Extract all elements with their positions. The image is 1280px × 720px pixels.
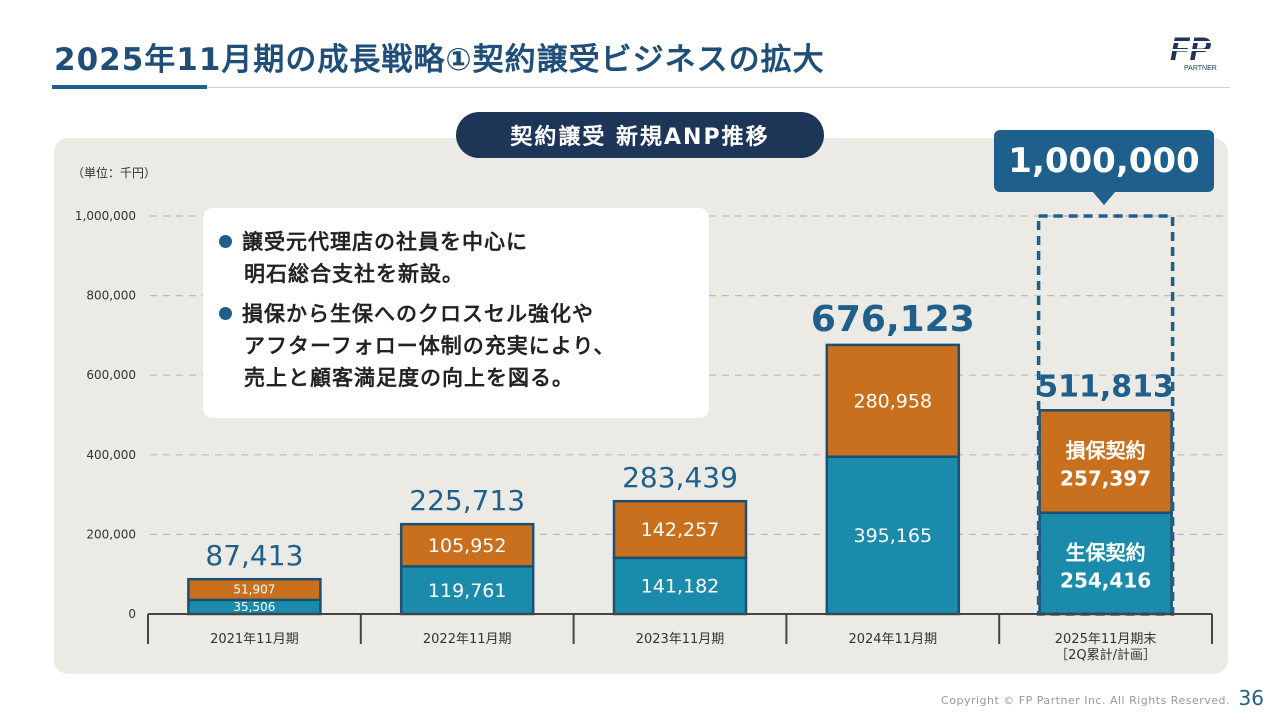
segment-name-nonlife: 損保契約	[1066, 439, 1146, 463]
bullet-item: 損保から生保へのクロスセル強化や アフターフォロー体制の充実により、 売上と顧客…	[219, 298, 615, 394]
title-divider	[52, 87, 1230, 88]
bullet-item: 譲受元代理店の社員を中心に 明石総合支社を新設。	[219, 226, 528, 290]
callout-box: 譲受元代理店の社員を中心に 明石総合支社を新設。 損保から生保へのクロスセル強化…	[203, 208, 709, 418]
data-label-life: 141,182	[641, 576, 720, 598]
bar-nonlife-insurance	[612, 499, 748, 560]
data-label-life: 395,165	[854, 525, 933, 547]
bullet-text: 明石総合支社を新設。	[244, 262, 464, 286]
page-number: 36	[1238, 686, 1264, 710]
units-label: （単位：千円）	[72, 166, 157, 180]
bar-nonlife-insurance	[825, 343, 961, 458]
bullet-text: 譲受元代理店の社員を中心に	[242, 230, 528, 254]
bar-nonlife-insurance	[399, 522, 535, 568]
total-label: 283,439	[622, 461, 738, 494]
bar-life-insurance	[825, 455, 961, 616]
data-label-nonlife: 257,397	[1060, 467, 1151, 491]
y-tick-label: 400,000	[86, 448, 136, 462]
chart-title: 契約譲受 新規ANP推移	[456, 112, 824, 158]
target-callout-pointer	[1092, 191, 1116, 205]
x-tick-label: 2025年11月期末	[1055, 632, 1157, 647]
x-tick-label: 2023年11月期	[636, 632, 725, 647]
y-tick-label: 600,000	[86, 368, 136, 382]
y-tick-label: 800,000	[86, 289, 136, 303]
data-label-nonlife: 280,958	[854, 390, 933, 412]
data-label-nonlife: 105,952	[428, 535, 507, 557]
page-title: 2025年11月期の成長戦略①契約譲受ビジネスの拡大	[54, 42, 825, 78]
x-tick-label: 2022年11月期	[423, 632, 512, 647]
data-label-life: 35,506	[233, 600, 275, 614]
x-tick-label: 2021年11月期	[210, 632, 299, 647]
bullet-dot-icon	[219, 235, 232, 248]
x-tick-sublabel: ［2Q累計/計画］	[1055, 647, 1156, 663]
total-label: 511,813	[1037, 369, 1174, 404]
data-label-life: 254,416	[1060, 568, 1151, 592]
bar-life-insurance	[612, 556, 748, 616]
target-value-callout: 1,000,000	[994, 130, 1214, 192]
logo-text: PARTNER	[1184, 65, 1217, 72]
total-label: 225,713	[409, 484, 525, 517]
data-label-nonlife: 142,257	[641, 519, 720, 541]
segment-name-life: 生保契約	[1066, 540, 1146, 564]
target-outline	[1036, 214, 1175, 616]
bullet-dot-icon	[219, 307, 232, 320]
data-label-life: 119,761	[428, 580, 507, 602]
fp-partner-logo: FP PARTNER	[1166, 31, 1228, 72]
total-label: 676,123	[811, 299, 975, 340]
bar-nonlife-insurance	[187, 577, 322, 602]
y-tick-label: 0	[128, 607, 136, 621]
bullet-text: アフターフォロー体制の充実により、	[244, 334, 616, 358]
bullet-text: 損保から生保へのクロスセル強化や	[242, 302, 594, 326]
total-label: 87,413	[205, 539, 303, 572]
bar-nonlife-insurance	[1038, 409, 1173, 514]
data-label-nonlife: 51,907	[233, 583, 275, 597]
copyright-footer: Copyright © FP Partner Inc. All Rights R…	[941, 694, 1230, 707]
x-tick-label: 2024年11月期	[848, 632, 937, 647]
y-tick-label: 1,000,000	[75, 209, 136, 223]
bullet-text: 売上と顧客満足度の向上を図る。	[244, 366, 574, 390]
bar-life-insurance	[1038, 511, 1173, 616]
y-tick-label: 200,000	[86, 527, 136, 541]
title-accent-bar	[52, 85, 207, 89]
bar-life-insurance	[399, 565, 535, 616]
